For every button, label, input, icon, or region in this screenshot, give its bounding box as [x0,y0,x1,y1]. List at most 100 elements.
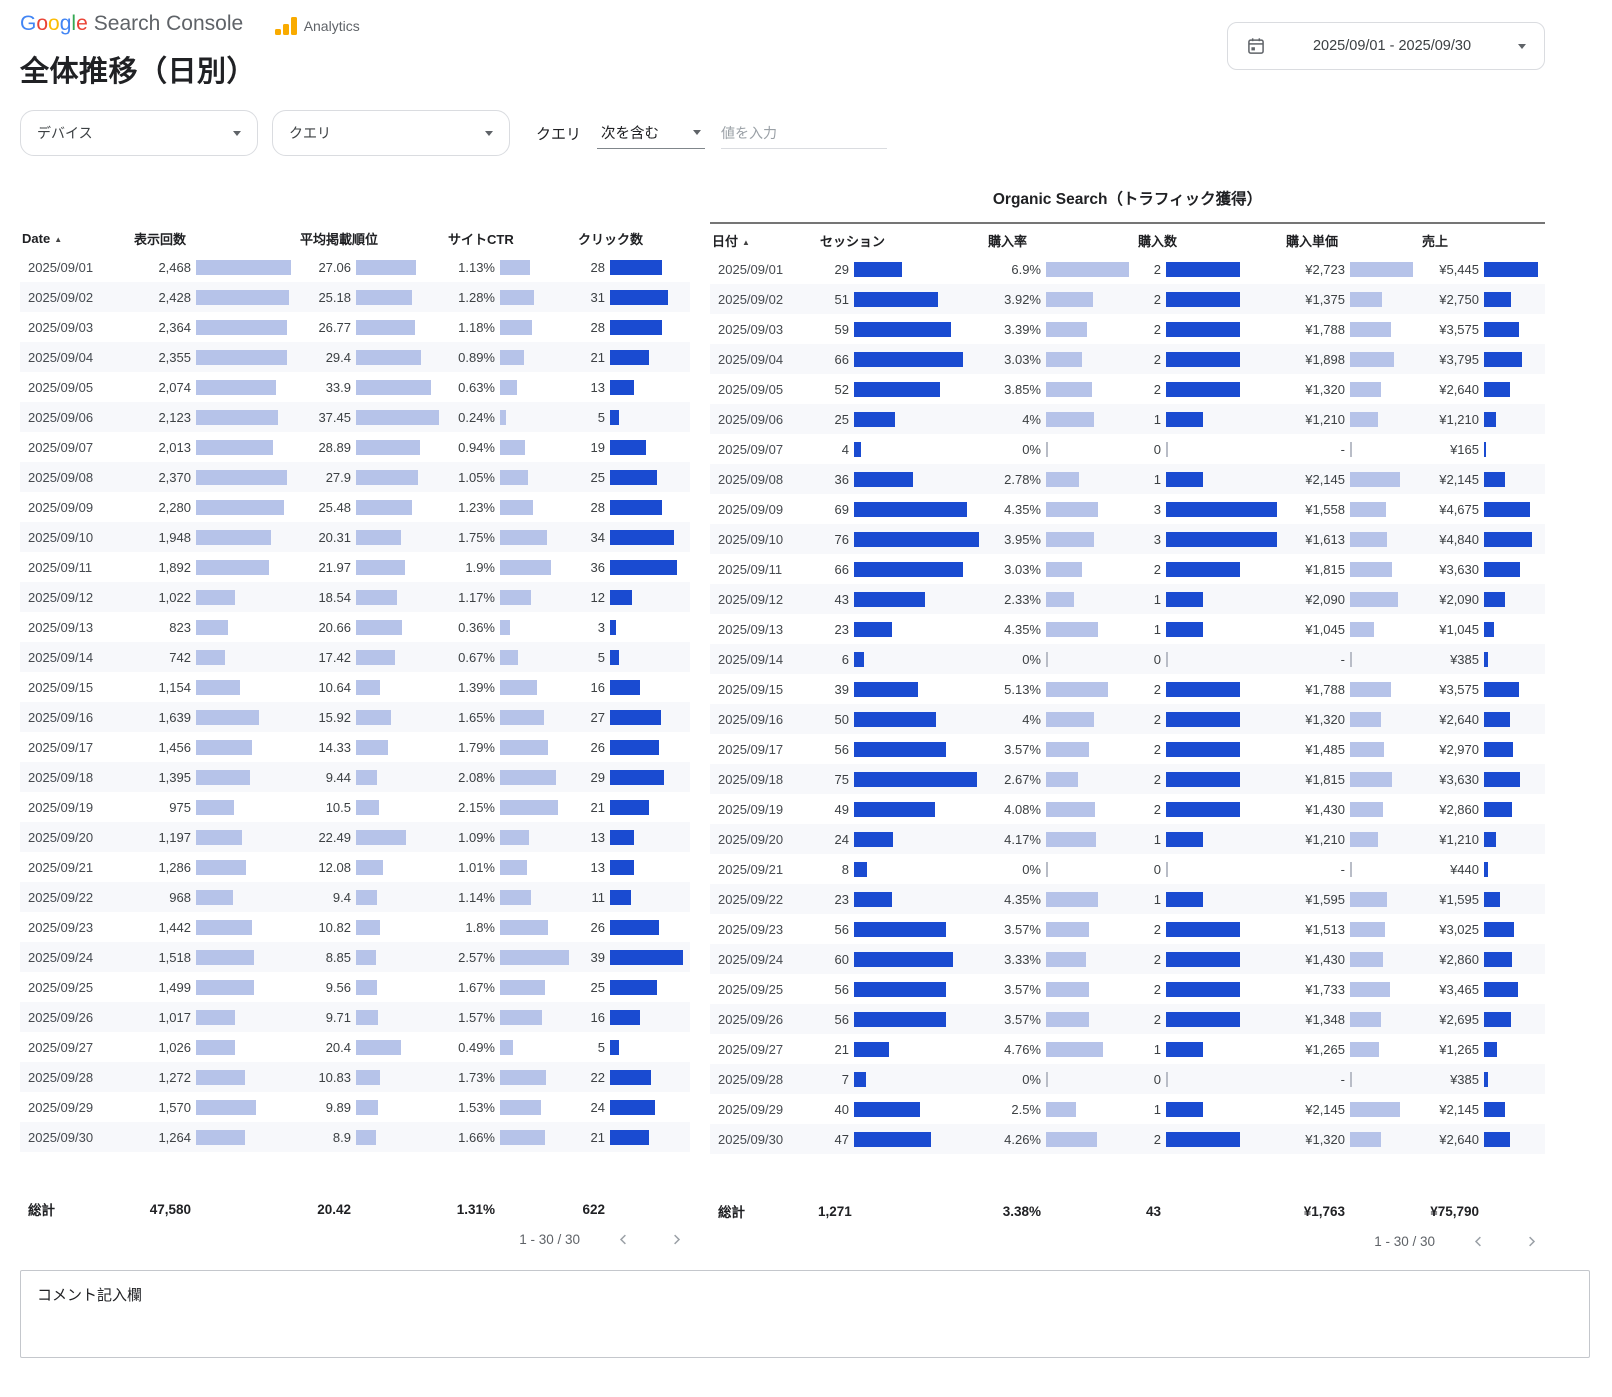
table-row: 2025/09/20 24 4.17% 1 ¥1,210 ¥1,210 [710,824,1545,854]
metric-bar [356,349,422,365]
metric-bar [1350,561,1392,577]
metric-value: 1,154 [158,679,191,695]
table-cell: 31 [576,282,690,312]
bar-track [1046,501,1136,517]
table-cell: 0.24% [446,402,576,432]
table-cell: 3.95% [986,524,1136,554]
bar-track [1484,651,1545,667]
table-cell: 2,123 [132,402,298,432]
bar-track [196,439,298,455]
metric-value: 1 [1153,1041,1161,1057]
column-header[interactable]: セッション [820,233,886,249]
metric-value: 1,570 [158,1099,191,1115]
column-header[interactable]: 平均掲載順位 [300,231,379,247]
table-cell: 1,022 [132,582,298,612]
date-cell: 2025/09/29 [28,1099,94,1115]
column-header[interactable]: Date ▲ [22,230,63,246]
table-cell: 36 [818,464,986,494]
column-header[interactable]: サイトCTR [448,231,514,247]
column-header[interactable]: 購入数 [1138,233,1178,249]
table-cell: ¥1,898 [1284,344,1420,374]
table-cell: 1,017 [132,1002,298,1032]
metric-bar [1484,561,1520,577]
metric-bar [854,771,978,787]
metric-value: ¥2,860 [1439,951,1479,967]
column-header[interactable]: クリック数 [578,231,644,247]
table-cell: ¥2,970 [1420,734,1545,764]
bar-track [500,1069,576,1085]
table-row: 2025/09/13 823 20.66 0.36% 3 [20,612,690,642]
metric-value: 25.48 [318,499,351,515]
metric-bar [196,409,278,425]
table-cell: 1.73% [446,1062,576,1092]
metric-value: ¥1,348 [1305,1011,1345,1027]
metric-value: 2 [1153,261,1161,277]
bar-track [1484,501,1545,517]
column-header[interactable]: 日付 ▲ [712,233,750,249]
table-cell: 22 [576,1062,690,1092]
pagination: 1 - 30 / 30 [20,1224,690,1254]
table-row: 2025/09/06 2,123 37.45 0.24% 5 [20,402,690,432]
next-page-button[interactable] [667,1230,686,1249]
device-filter-dropdown[interactable]: デバイス [20,110,258,156]
metric-value: 2 [1153,771,1161,787]
bar-track [610,349,690,365]
table-cell: 21 [576,342,690,372]
metric-bar [1166,441,1168,457]
metric-value: ¥1,320 [1305,1131,1345,1147]
column-header[interactable]: 購入単価 [1286,233,1339,249]
bar-track [854,321,986,337]
metric-value: 25 [590,469,605,485]
metric-value: 3.85% [1004,381,1041,397]
bar-track [854,771,986,787]
metric-value: 3.57% [1004,741,1041,757]
table-cell: 39 [818,674,986,704]
metric-value: 5.13% [1004,681,1041,697]
prev-page-button[interactable] [614,1230,633,1249]
metric-value: 1 [1153,831,1161,847]
metric-bar [1166,1101,1203,1117]
table-cell: 52 [818,374,986,404]
table-cell: 2.57% [446,942,576,972]
table-cell: ¥2,145 [1420,464,1545,494]
metric-value: 1 [1153,471,1161,487]
metric-value: 1,892 [158,559,191,575]
totals-label: 総計 [718,1205,745,1220]
metric-value: ¥2,750 [1439,291,1479,307]
query-filter-dropdown[interactable]: クエリ [272,110,510,156]
filter-value-input[interactable] [721,117,888,149]
metric-value: 2,364 [158,319,191,335]
table-cell: 2 [1136,974,1284,1004]
bar-track [356,979,446,995]
bar-track [610,1099,690,1115]
column-header[interactable]: 表示回数 [134,231,187,247]
column-header[interactable]: 購入率 [988,233,1028,249]
metric-bar [500,409,507,425]
condition-select[interactable]: 次を含む [597,117,706,149]
date-range-picker[interactable]: 2025/09/01 - 2025/09/30 [1227,22,1545,70]
next-page-button[interactable] [1522,1232,1541,1251]
comment-box[interactable]: コメント記入欄 [20,1270,1590,1358]
bar-track [500,349,576,365]
metric-value: 1.28% [458,289,495,305]
metric-bar [1046,981,1089,997]
metric-bar [1350,831,1378,847]
bar-track [1166,1131,1284,1147]
metric-value: 2,013 [158,439,191,455]
bar-track [854,621,986,637]
table-cell: ¥4,840 [1420,524,1545,554]
date-cell: 2025/09/13 [718,621,784,637]
column-header[interactable]: 売上 [1422,233,1449,249]
table-cell: 1,499 [132,972,298,1002]
metric-bar [1046,561,1083,577]
prev-page-button[interactable] [1469,1232,1488,1251]
bar-track [1166,381,1284,397]
metric-value: 1.8% [465,919,495,935]
bar-track [854,681,986,697]
table-row: 2025/09/09 2,280 25.48 1.23% 28 [20,492,690,522]
calendar-icon [1248,38,1264,54]
table-cell: ¥2,640 [1420,374,1545,404]
bar-track [1046,1101,1136,1117]
table-row: 2025/09/03 59 3.39% 2 ¥1,788 ¥3,575 [710,314,1545,344]
pagination-range: 1 - 30 / 30 [1374,1233,1435,1249]
